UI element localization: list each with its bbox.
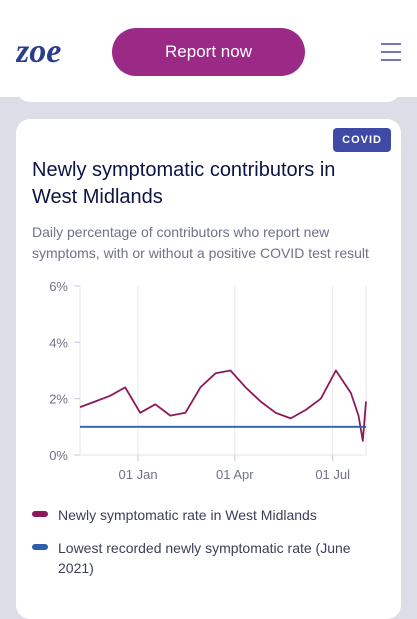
- line-chart: 6% 4% 2% 0% 01 Jan 01 Apr 01 Jul: [49, 279, 367, 482]
- legend-label-lowest: Lowest recorded newly symptomatic rate (…: [58, 540, 351, 576]
- series-line-rate: [79, 369, 367, 442]
- chart-series: [79, 369, 367, 442]
- y-tick-label: 4%: [49, 335, 68, 350]
- covid-badge: COVID: [333, 128, 391, 152]
- legend-label-rate: Newly symptomatic rate in West Midlands: [58, 507, 317, 523]
- legend-item-lowest: Lowest recorded newly symptomatic rate (…: [32, 538, 388, 578]
- card-subtitle: Daily percentage of contributors who rep…: [32, 224, 369, 261]
- x-tick-label: 01 Jan: [119, 467, 158, 482]
- card-title: Newly symptomatic contributors in West M…: [32, 159, 336, 208]
- report-now-button[interactable]: Report now: [112, 28, 305, 76]
- y-tick-label: 6%: [49, 279, 68, 294]
- x-tick-label: 01 Jul: [315, 467, 350, 482]
- hamburger-menu-icon[interactable]: [380, 41, 402, 63]
- logo-text: zoe: [16, 34, 61, 68]
- previous-card-bottom: [16, 80, 401, 102]
- y-tick-label: 2%: [49, 392, 68, 407]
- chart-gridlines: [79, 286, 367, 456]
- x-tick-label: 01 Apr: [216, 467, 254, 482]
- symptomatic-card: COVID Newly symptomatic contributors in …: [16, 119, 401, 619]
- legend-swatch-lowest: [32, 544, 48, 550]
- legend-swatch-rate: [32, 511, 48, 517]
- y-axis-ticks: 6% 4% 2% 0%: [49, 279, 80, 463]
- zoe-logo[interactable]: zoe: [16, 34, 84, 68]
- x-axis-ticks: 01 Jan 01 Apr 01 Jul: [119, 455, 350, 482]
- legend-item-rate: Newly symptomatic rate in West Midlands: [32, 505, 388, 525]
- y-tick-label: 0%: [49, 448, 68, 463]
